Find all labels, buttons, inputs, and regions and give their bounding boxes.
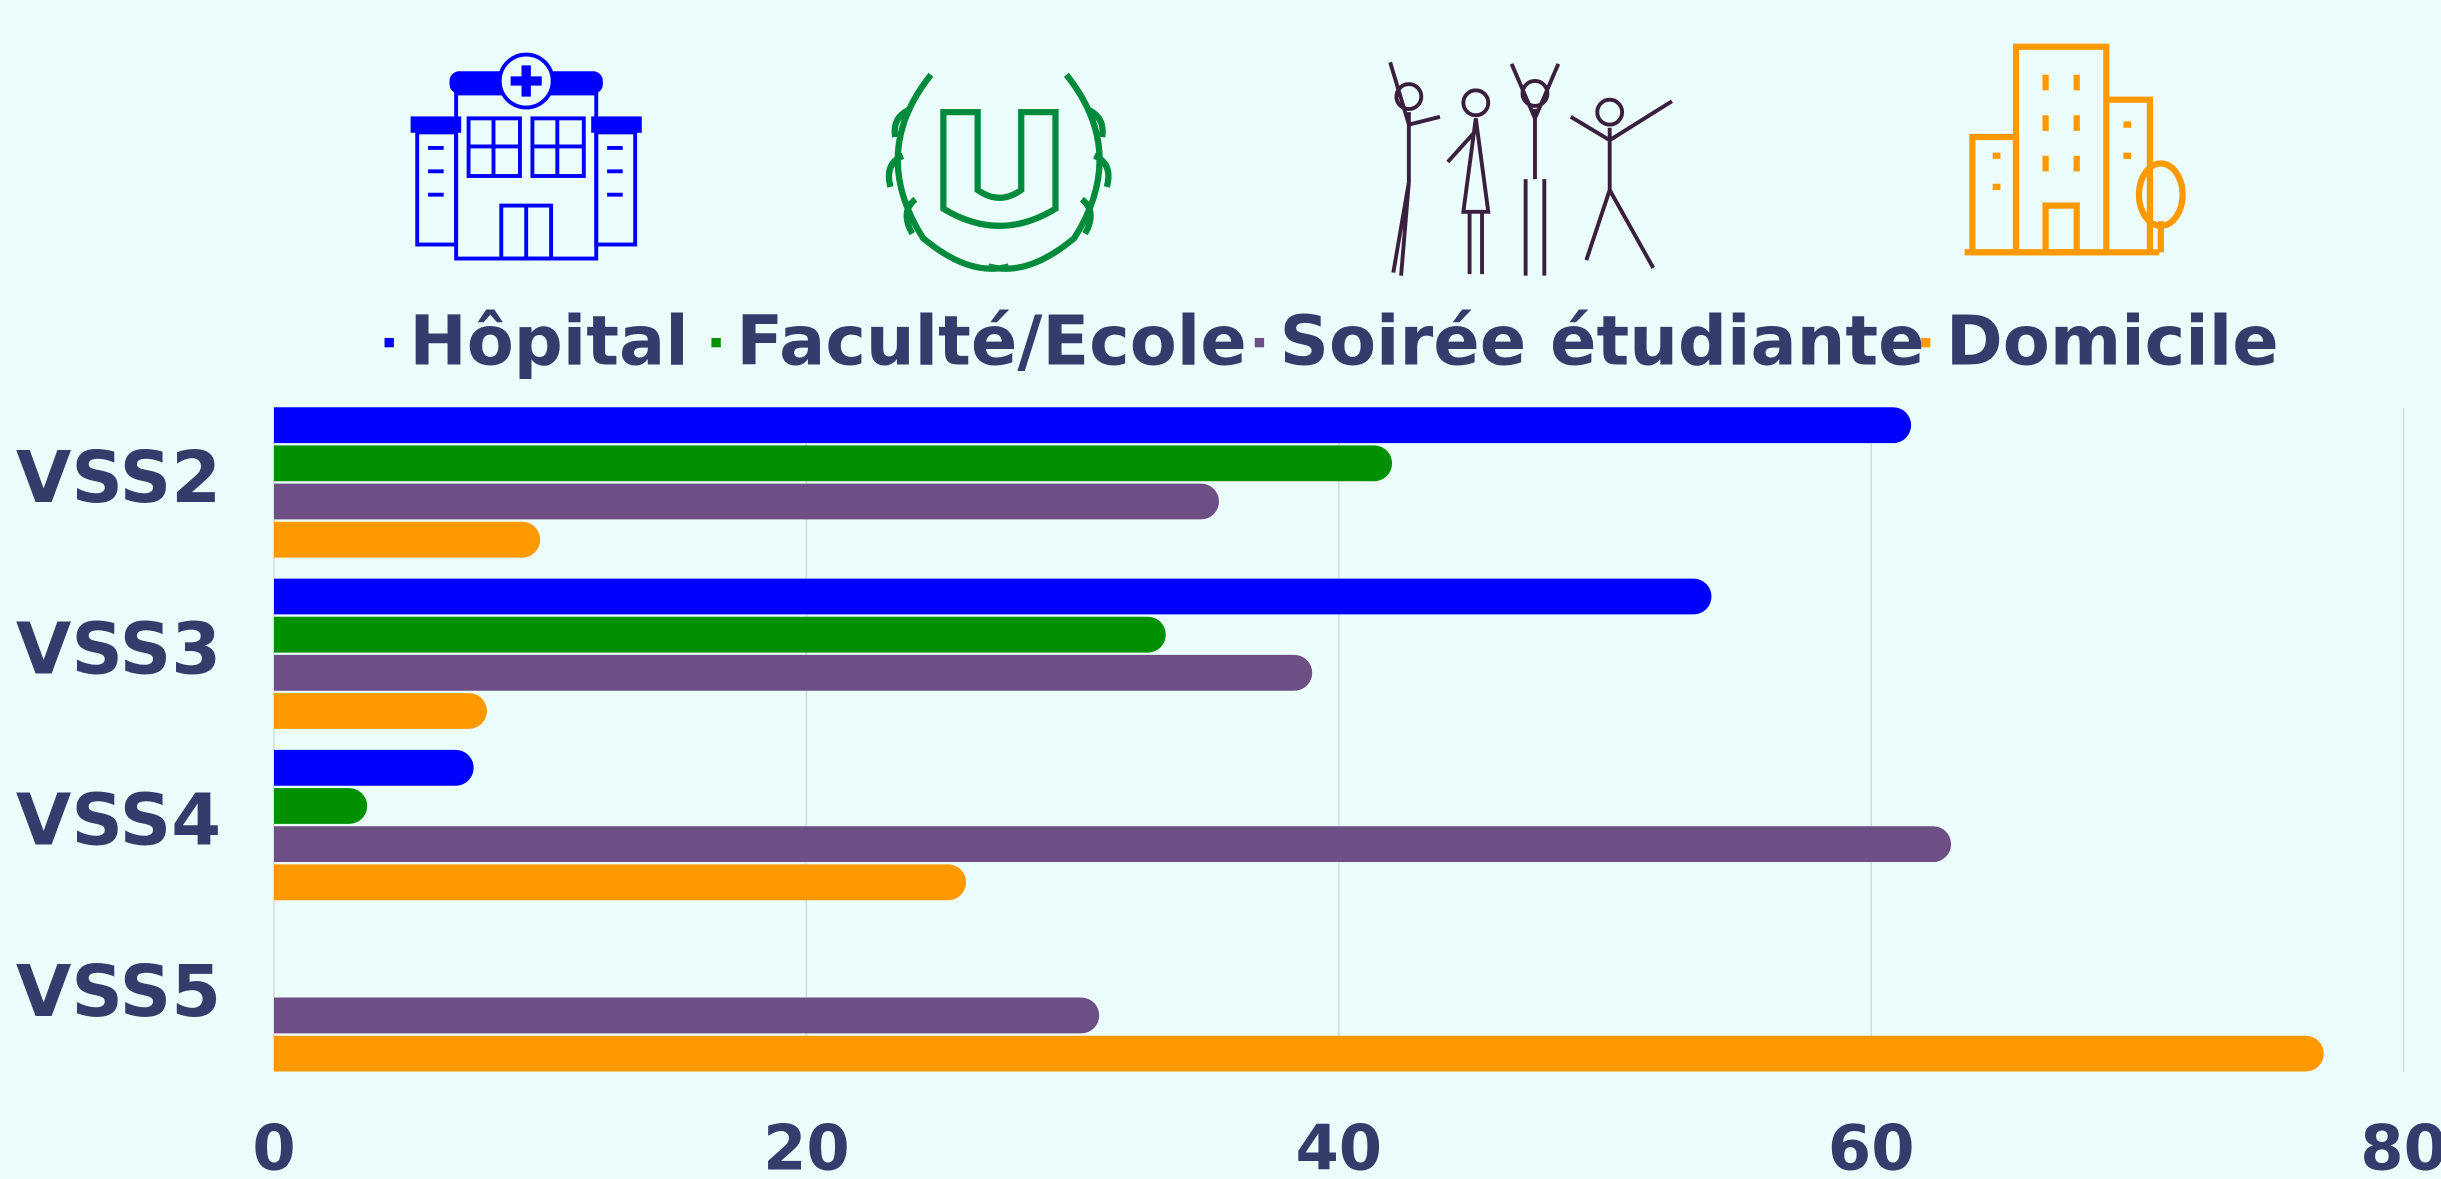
bar: [273, 483, 1220, 520]
y-tick-label: VSS3: [16, 607, 221, 690]
bar: [273, 654, 1313, 691]
y-tick-label: VSS4: [16, 779, 221, 862]
bar: [273, 521, 541, 558]
bar: [273, 616, 1166, 653]
legend-label: Soirée étudiante: [1280, 301, 1925, 381]
legend-label: Domicile: [1946, 301, 2279, 381]
legend-marker: [711, 337, 721, 348]
bar: [273, 788, 368, 824]
bar: [273, 407, 1912, 444]
bar: [273, 864, 967, 901]
bar: [273, 1035, 2324, 1072]
bar: [273, 749, 474, 786]
bar: [273, 445, 1393, 482]
legend-label: Hôpital: [409, 301, 688, 381]
y-tick-label: VSS2: [16, 436, 221, 519]
students-icon: [1388, 61, 1673, 276]
legend-label: Faculté/Ecole: [736, 301, 1246, 381]
bar: [273, 997, 1100, 1034]
legend-marker: [1921, 337, 1931, 348]
bar: [273, 578, 1712, 615]
y-tick-label: VSS5: [16, 950, 221, 1033]
hospital-icon: [410, 52, 642, 261]
x-tick-label: 40: [1295, 1112, 1382, 1179]
legend-marker: [384, 337, 394, 348]
home-icon: [1964, 43, 2186, 256]
faculty-icon: [885, 72, 1112, 272]
bar: [273, 693, 487, 729]
bar: [273, 826, 1952, 863]
legend-marker: [1254, 337, 1265, 348]
x-tick-label: 20: [763, 1112, 850, 1179]
x-tick-label: 0: [252, 1112, 295, 1179]
x-tick-label: 60: [1828, 1112, 1915, 1179]
x-tick-label: 80: [2360, 1112, 2441, 1179]
